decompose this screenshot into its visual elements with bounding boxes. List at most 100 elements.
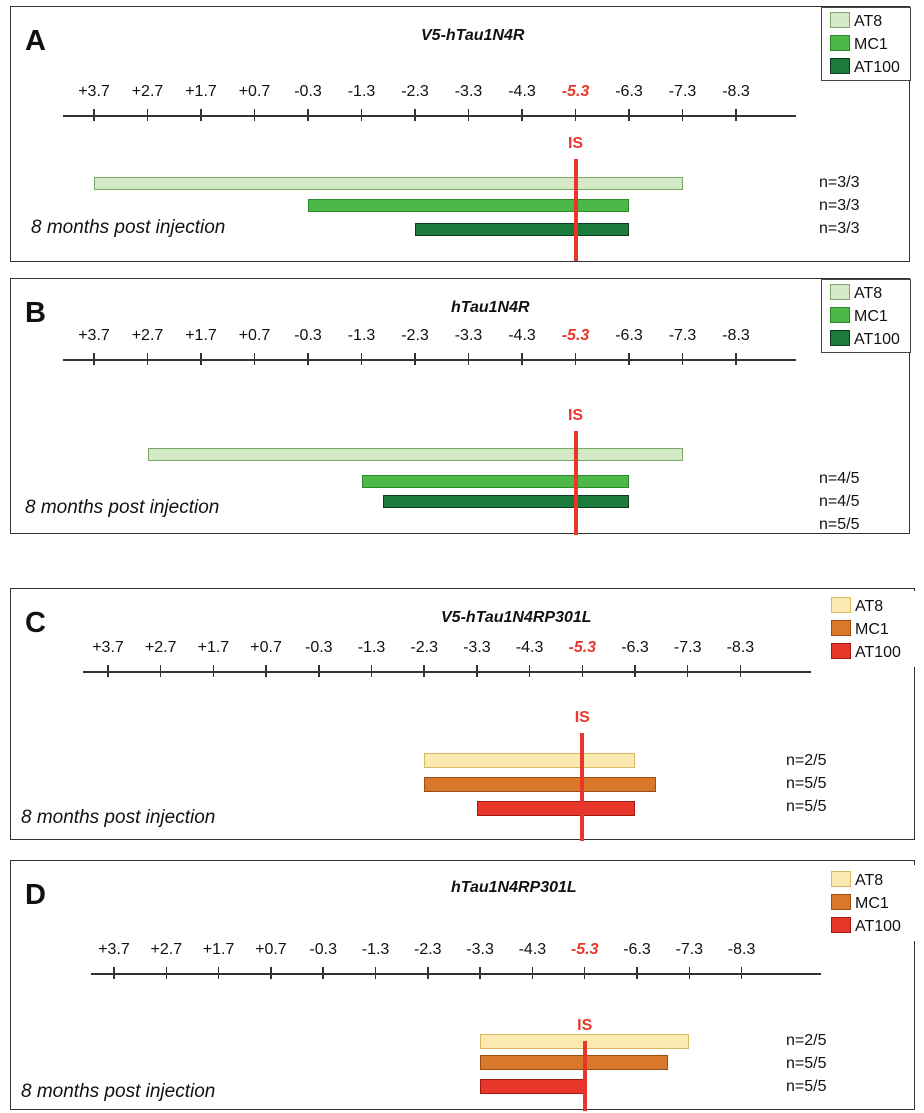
legend-item-mc1: MC1 (830, 307, 888, 327)
tick-label: -4.3 (508, 83, 536, 100)
legend-item-mc1: MC1 (831, 620, 889, 640)
panel-a: A V5-hTau1N4R AT8 MC1 AT100 +3.7 +2.7 +1.7… (10, 6, 911, 262)
panel-c: C V5-hTau1N4RP301L AT8 MC1 AT100 +3.7 +2.… (10, 588, 916, 841)
coordinate-axis: +3.7 +2.7 +1.7 +0.7 -0.3 -1.3 -2.3 -3.3 -4.3 -5.3… (11, 83, 911, 261)
sample-counts: n=3/3 n=3/3 n=3/3 (819, 171, 859, 240)
injection-site-line (573, 159, 578, 261)
legend-swatch (831, 597, 851, 613)
tick-label: -7.3 (668, 83, 697, 100)
legend-item-at100: AT100 (831, 643, 901, 663)
tick-label: -6.3 (615, 83, 643, 100)
legend-swatch (830, 284, 850, 300)
tick-label: +2.7 (150, 941, 183, 958)
tick-label: -0.3 (294, 83, 322, 100)
panel-caption: 8 months post injection (25, 497, 220, 518)
tick-label: -5.3 (561, 327, 590, 344)
tick-label: -3.3 (454, 83, 483, 100)
panel-letter: B (25, 297, 46, 329)
sample-count: n=4/5 (819, 470, 860, 487)
panel-caption: 8 months post injection (21, 807, 216, 828)
legend-label: AT100 (855, 918, 901, 935)
legend-swatch (830, 35, 850, 51)
tick-label: -8.3 (722, 83, 750, 100)
tick-label: -5.3 (561, 83, 590, 100)
panel-letter: D (25, 879, 46, 911)
sample-count: n=3/3 (819, 197, 860, 214)
tick-label: -7.3 (675, 941, 704, 958)
legend-label: AT100 (854, 331, 900, 348)
range-bar-at8 (147, 448, 683, 461)
panel-caption: 8 months post injection (21, 1081, 216, 1102)
sample-count: n=4/5 (819, 493, 860, 510)
panel-caption: 8 months post injection (31, 217, 226, 238)
tick-label: -2.3 (410, 639, 438, 656)
tick-label: +1.7 (202, 941, 235, 958)
injection-site-line (582, 1041, 587, 1111)
range-bar-at8 (94, 177, 683, 190)
legend-item-at8: AT8 (831, 871, 883, 891)
tick-label: +0.7 (255, 941, 287, 958)
tick-label: -5.3 (568, 639, 597, 656)
tick-label: +0.7 (238, 83, 271, 100)
tick-label: -0.3 (309, 941, 337, 958)
sample-count: n=2/5 (786, 1032, 827, 1049)
sample-counts: n=2/5 n=5/5 n=5/5 (786, 1029, 826, 1098)
injection-site-label: IS (567, 135, 584, 152)
range-bar-at100 (415, 223, 629, 236)
injection-site-line (573, 431, 578, 535)
axis-line (91, 973, 821, 975)
legend-label: MC1 (855, 895, 889, 912)
tick-label: -6.3 (615, 327, 643, 344)
legend: AT8 MC1 AT100 (821, 7, 911, 81)
legend-label: AT100 (855, 644, 901, 661)
sample-count: n=3/3 (819, 174, 860, 191)
legend-label: AT8 (854, 13, 883, 30)
legend-label: AT8 (854, 285, 883, 302)
legend: AT8 MC1 AT100 (823, 591, 915, 667)
sample-count: n=5/5 (786, 798, 827, 815)
tick-label: -1.3 (361, 941, 390, 958)
tick-label: -3.3 (466, 941, 494, 958)
axis-line (63, 359, 796, 361)
legend-label: MC1 (855, 621, 889, 638)
legend-swatch (831, 643, 851, 659)
range-bar-mc1 (361, 475, 629, 488)
panel-letter: A (25, 25, 46, 57)
tick-label: -2.3 (401, 83, 429, 100)
panel-d: D hTau1N4RP301L AT8 MC1 AT100 +3.7 +2.7 +1… (10, 860, 916, 1111)
legend-item-at8: AT8 (831, 597, 883, 617)
legend-item-at8: AT8 (830, 12, 882, 32)
tick-label: +3.7 (78, 327, 110, 344)
panel-title: V5-hTau1N4RP301L (441, 609, 592, 626)
sample-count: n=5/5 (786, 1078, 827, 1095)
sample-count: n=5/5 (786, 1055, 827, 1072)
tick-label: -8.3 (727, 941, 756, 958)
legend-swatch (830, 307, 850, 323)
tick-label: -4.3 (515, 639, 544, 656)
tick-label: -2.3 (414, 941, 442, 958)
tick-label: +3.7 (92, 639, 124, 656)
range-bar-at100 (382, 495, 629, 508)
tick-label: -1.3 (347, 327, 376, 344)
coordinate-axis: +3.7 +2.7 +1.7 +0.7 -0.3 -1.3 -2.3 -3.3 -4.3 -5.3… (11, 639, 916, 841)
axis-line (63, 115, 796, 117)
sample-counts: n=2/5 n=5/5 n=5/5 (786, 749, 826, 818)
coordinate-axis: +3.7 +2.7 +1.7 +0.7 -0.3 -1.3 -2.3 -3.3 -4.3 -5.3… (11, 941, 916, 1111)
injection-site-line (580, 733, 585, 841)
tick-label: -0.3 (305, 639, 333, 656)
legend-label: MC1 (854, 308, 888, 325)
panel-b: B hTau1N4R AT8 MC1 AT100 +3.7 +2.7 +1.7 +0.… (10, 278, 911, 535)
tick-label: +2.7 (144, 639, 177, 656)
tick-label: +2.7 (131, 327, 164, 344)
legend-swatch (831, 871, 851, 887)
tick-label: -1.3 (357, 639, 386, 656)
injection-site-label: IS (577, 1017, 593, 1034)
legend-swatch (831, 894, 851, 910)
tick-label: -6.3 (623, 941, 651, 958)
legend-label: MC1 (854, 36, 888, 53)
tick-label: +0.7 (238, 327, 271, 344)
legend-label: AT8 (855, 598, 884, 615)
legend-swatch (831, 917, 851, 933)
range-bar-at100 (480, 1079, 585, 1094)
injection-site-label: IS (567, 407, 584, 424)
